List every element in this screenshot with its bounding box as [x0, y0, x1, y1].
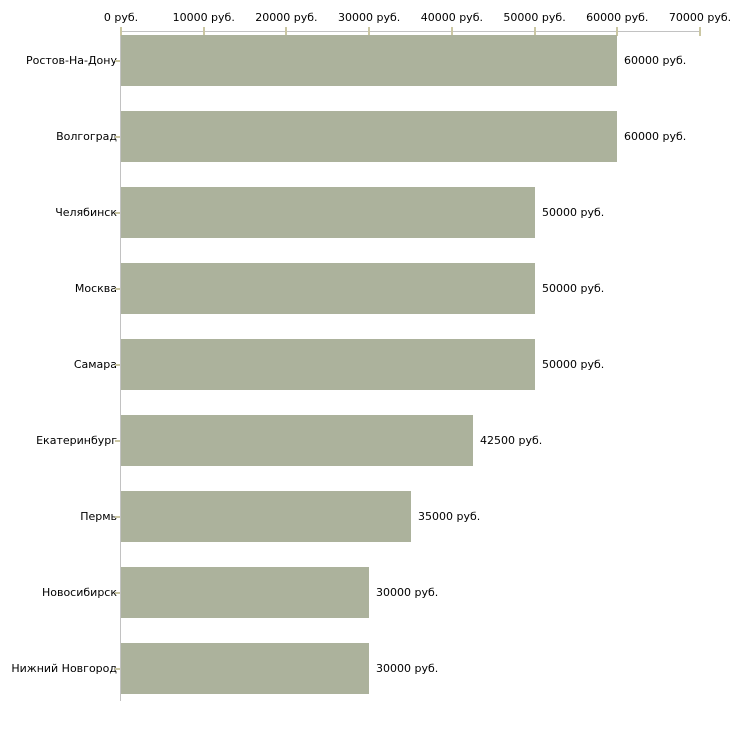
category-label: Челябинск — [55, 205, 117, 219]
y-axis-tick — [115, 667, 120, 670]
x-axis-line — [121, 31, 701, 32]
bar-value-label: 35000 руб. — [418, 509, 481, 523]
bar — [121, 491, 411, 542]
y-axis-tick — [115, 211, 120, 214]
y-axis-tick — [115, 287, 120, 290]
category-label: Москва — [74, 281, 117, 295]
x-axis-tick — [616, 27, 619, 36]
bar — [121, 567, 369, 618]
x-axis-tick — [202, 27, 205, 36]
x-axis-tick-label: 0 руб. — [103, 11, 139, 24]
y-axis-tick — [115, 363, 120, 366]
x-axis-tick-label: 40000 руб. — [420, 11, 483, 24]
bar — [121, 111, 617, 162]
category-label: Самара — [73, 357, 117, 371]
bar-value-label: 60000 руб. — [624, 129, 687, 143]
bar-value-label: 60000 руб. — [624, 53, 687, 67]
bar — [121, 187, 535, 238]
y-axis-tick — [115, 135, 120, 138]
y-axis-tick — [115, 591, 120, 594]
x-axis-tick — [699, 27, 701, 36]
bar-value-label: 42500 руб. — [480, 433, 543, 447]
bar-value-label: 50000 руб. — [542, 357, 605, 371]
category-label: Екатеринбург — [36, 433, 117, 447]
bar — [121, 35, 617, 86]
x-axis-tick-label: 60000 руб. — [586, 11, 649, 24]
x-axis-tick — [450, 27, 453, 36]
x-axis-tick-label: 30000 руб. — [338, 11, 401, 24]
x-axis-tick — [120, 27, 122, 36]
category-label: Волгоград — [56, 129, 117, 143]
bar — [121, 415, 473, 466]
bar-value-label: 50000 руб. — [542, 205, 605, 219]
y-axis-tick — [115, 59, 120, 62]
x-axis-tick — [285, 27, 288, 36]
x-axis-tick — [368, 27, 371, 36]
y-axis-tick — [115, 439, 120, 442]
x-axis-tick-label: 50000 руб. — [503, 11, 566, 24]
bar — [121, 643, 369, 694]
bar — [121, 339, 535, 390]
bar — [121, 263, 535, 314]
category-label: Ростов-На-Дону — [25, 53, 117, 67]
bar-value-label: 50000 руб. — [542, 281, 605, 295]
bar-value-label: 30000 руб. — [376, 585, 439, 599]
category-label: Пермь — [80, 509, 117, 523]
category-label: Нижний Новгород — [11, 661, 117, 675]
x-axis-tick — [533, 27, 536, 36]
y-axis-tick — [115, 515, 120, 518]
x-axis-tick-label: 10000 руб. — [172, 11, 235, 24]
x-axis-tick-label: 20000 руб. — [255, 11, 318, 24]
bar-value-label: 30000 руб. — [376, 661, 439, 675]
x-axis-tick-label: 70000 руб. — [668, 11, 730, 24]
category-label: Новосибирск — [41, 585, 117, 599]
y-axis-line — [120, 31, 121, 701]
